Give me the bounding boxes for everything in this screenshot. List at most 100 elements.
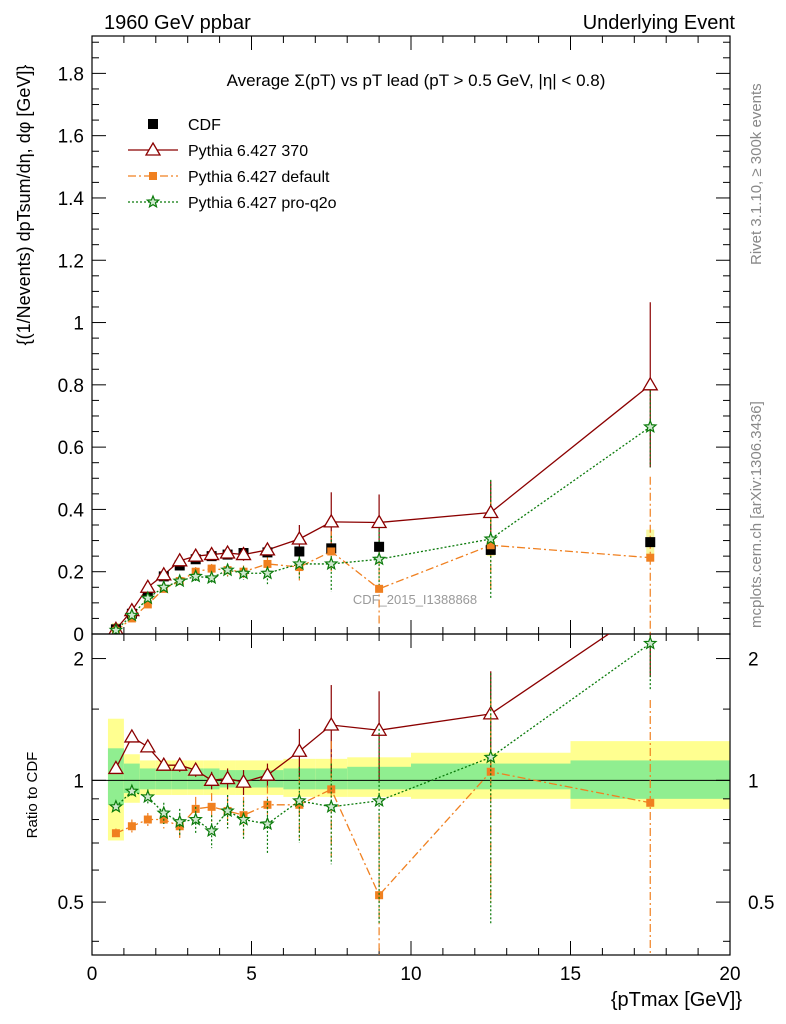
pythia-6-427-pro-q2o-ratio-point bbox=[260, 816, 275, 831]
legend-marker-cdf bbox=[148, 119, 158, 129]
pythia-6-427-pro-q2o-ratio-point bbox=[220, 803, 235, 818]
ratio-y-tick-label-right: 2 bbox=[748, 650, 759, 671]
pythia-6-427-370-point bbox=[370, 514, 388, 529]
pythia-6-427-pro-q2o-point bbox=[108, 622, 124, 634]
cdf-point bbox=[485, 544, 496, 555]
cdf-point bbox=[294, 546, 305, 557]
inner-uncertainty-band bbox=[139, 768, 156, 790]
x-tick-label: 10 bbox=[400, 964, 421, 985]
pythia-6-427-370-ratio-point bbox=[323, 716, 340, 731]
x-axis-label: {pTmax [GeV]} bbox=[611, 989, 742, 1011]
header-right-label: Underlying Event bbox=[583, 12, 736, 34]
legend-label-pythia-6-427-default: Pythia 6.427 default bbox=[188, 169, 330, 186]
pythia-6-427-pro-q2o-ratio-point bbox=[156, 805, 172, 820]
pythia-6-427-370-ratio-point bbox=[219, 770, 236, 785]
ratio-y-tick-label: 2 bbox=[73, 650, 84, 671]
pythia-6-427-370-ratio-point bbox=[187, 761, 204, 776]
ratio-y-tick-label: 1 bbox=[73, 771, 84, 792]
pythia-6-427-370-ratio-point bbox=[123, 728, 141, 743]
legend-marker-pythia-6-427-default bbox=[149, 172, 157, 180]
pythia-6-427-pro-q2o-ratio-point bbox=[124, 783, 140, 798]
pythia-6-427-370-point bbox=[203, 546, 220, 561]
pythia-6-427-default-point bbox=[263, 559, 272, 568]
pythia-6-427-pro-q2o-ratio-point bbox=[323, 799, 339, 814]
pythia-6-427-pro-q2o-point bbox=[156, 579, 172, 594]
plot-title: Average Σ(pT) vs pT lead (pT > 0.5 GeV, … bbox=[227, 71, 606, 90]
main-y-axis-label: {(1/Nevents) dpTsum/dη, dφ [GeV]} bbox=[14, 65, 34, 346]
pythia-6-427-pro-q2o-ratio-point bbox=[188, 811, 203, 826]
pythia-6-427-pro-q2o-point bbox=[483, 531, 499, 546]
main-y-tick-label: 1.8 bbox=[58, 64, 84, 85]
pythia-6-427-370-ratio-point bbox=[203, 772, 220, 786]
pythia-6-427-370-ratio-point bbox=[171, 756, 188, 771]
pythia-6-427-pro-q2o-point bbox=[292, 556, 307, 571]
pythia-6-427-370-ratio-point bbox=[291, 742, 308, 757]
pythia-6-427-370-point bbox=[259, 541, 276, 556]
pythia-6-427-370-ratio-point bbox=[107, 760, 125, 775]
cdf-point bbox=[374, 541, 385, 552]
pythia-6-427-default-ratio-point bbox=[486, 767, 495, 776]
pythia-6-427-370-point bbox=[187, 547, 204, 562]
pythia-6-427-pro-q2o-point bbox=[642, 419, 658, 434]
main-y-tick-label: 1 bbox=[73, 314, 84, 335]
pythia-6-427-pro-q2o-ratio-point bbox=[642, 635, 658, 650]
main-plot-panel: 0 0.2 0.4 0.6 0.8 1 1.2 1.4 1.6 1.8 bbox=[58, 35, 731, 646]
pythia-6-427-default-ratio-point bbox=[127, 822, 136, 831]
x-tick-label: 15 bbox=[560, 964, 581, 985]
main-y-tick-label: 0 bbox=[73, 625, 84, 646]
pythia-6-427-pro-q2o-point bbox=[371, 551, 387, 566]
pythia-6-427-370-ratio-point bbox=[155, 756, 172, 771]
pythia-6-427-pro-q2o-point bbox=[172, 573, 187, 588]
side-text-top: Rivet 3.1.10, ≥ 300k events bbox=[748, 83, 765, 265]
cdf-point bbox=[645, 537, 656, 548]
pythia-6-427-370-point bbox=[139, 578, 156, 593]
legend-label-pythia-6-427-370: Pythia 6.427 370 bbox=[188, 143, 308, 160]
pythia-6-427-370-ratio-point bbox=[139, 738, 156, 753]
pythia-6-427-pro-q2o-ratio-point bbox=[371, 793, 387, 807]
pythia-6-427-pro-q2o-ratio-point bbox=[292, 793, 307, 807]
pythia-6-427-default-ratio-point bbox=[207, 802, 216, 811]
pythia-6-427-default-point bbox=[646, 553, 655, 562]
pythia-6-427-default-ratio-point bbox=[375, 891, 384, 900]
pythia-6-427-370-point bbox=[219, 544, 236, 559]
pythia-6-427-pro-q2o-point bbox=[124, 607, 140, 622]
pythia-6-427-default-point bbox=[143, 600, 152, 609]
pythia-6-427-370-ratio-point bbox=[235, 773, 252, 788]
inner-uncertainty-band bbox=[171, 768, 188, 790]
main-y-tick-label: 0.2 bbox=[58, 563, 84, 584]
pythia-6-427-370-point bbox=[482, 504, 499, 519]
x-tick-label: 20 bbox=[719, 964, 740, 985]
inner-uncertainty-band bbox=[155, 768, 172, 790]
ratio-y-axis-label: Ratio to CDF bbox=[24, 752, 41, 839]
main-y-tick-label: 0.6 bbox=[58, 438, 84, 459]
main-y-tick-label: 0.8 bbox=[58, 376, 84, 397]
main-y-tick-label: 0.4 bbox=[58, 500, 85, 521]
pythia-6-427-pro-q2o-point bbox=[236, 565, 251, 580]
pythia-6-427-default-point bbox=[327, 547, 336, 556]
pythia-6-427-370-point bbox=[642, 376, 659, 391]
pythia-6-427-default-ratio-point bbox=[646, 798, 655, 807]
legend-marker-pythia-6-427-pro-q2o bbox=[145, 194, 161, 209]
ratio-y-tick-label-right: 0.5 bbox=[748, 893, 774, 914]
legend-label-pythia-6-427-pro-q2o: Pythia 6.427 pro-q2o bbox=[188, 195, 337, 212]
pythia-6-427-pro-q2o-point bbox=[140, 590, 156, 605]
pythia-6-427-pro-q2o-point bbox=[188, 568, 203, 583]
ratio-plot-panel: 0 5 10 15 20 0.5 0.5 1 1 2 2 bbox=[58, 633, 774, 985]
legend: CDF Pythia 6.427 370 Pythia 6.427 default P… bbox=[128, 117, 337, 212]
pythia-6-427-pro-q2o-ratio-point bbox=[140, 789, 156, 804]
pythia-6-427-pro-q2o-point bbox=[323, 556, 339, 571]
pythia-6-427-370-point bbox=[235, 546, 252, 561]
pythia-6-427-pro-q2o-ratio-point bbox=[236, 811, 251, 826]
x-tick-label: 0 bbox=[87, 964, 98, 985]
pythia-6-427-pro-q2o-ratio-point bbox=[204, 823, 219, 838]
pythia-6-427-pro-q2o-ratio-point bbox=[108, 799, 124, 814]
pythia-6-427-pro-q2o-point bbox=[260, 565, 275, 580]
main-y-tick-label: 1.2 bbox=[58, 251, 84, 272]
pythia-6-427-pro-q2o-point bbox=[204, 570, 219, 585]
pythia-6-427-pro-q2o-point bbox=[220, 562, 235, 577]
x-tick-label: 5 bbox=[246, 964, 257, 985]
pythia-6-427-default-point bbox=[207, 564, 216, 573]
pythia-6-427-370-point bbox=[291, 530, 308, 545]
legend-label-cdf: CDF bbox=[188, 117, 221, 134]
